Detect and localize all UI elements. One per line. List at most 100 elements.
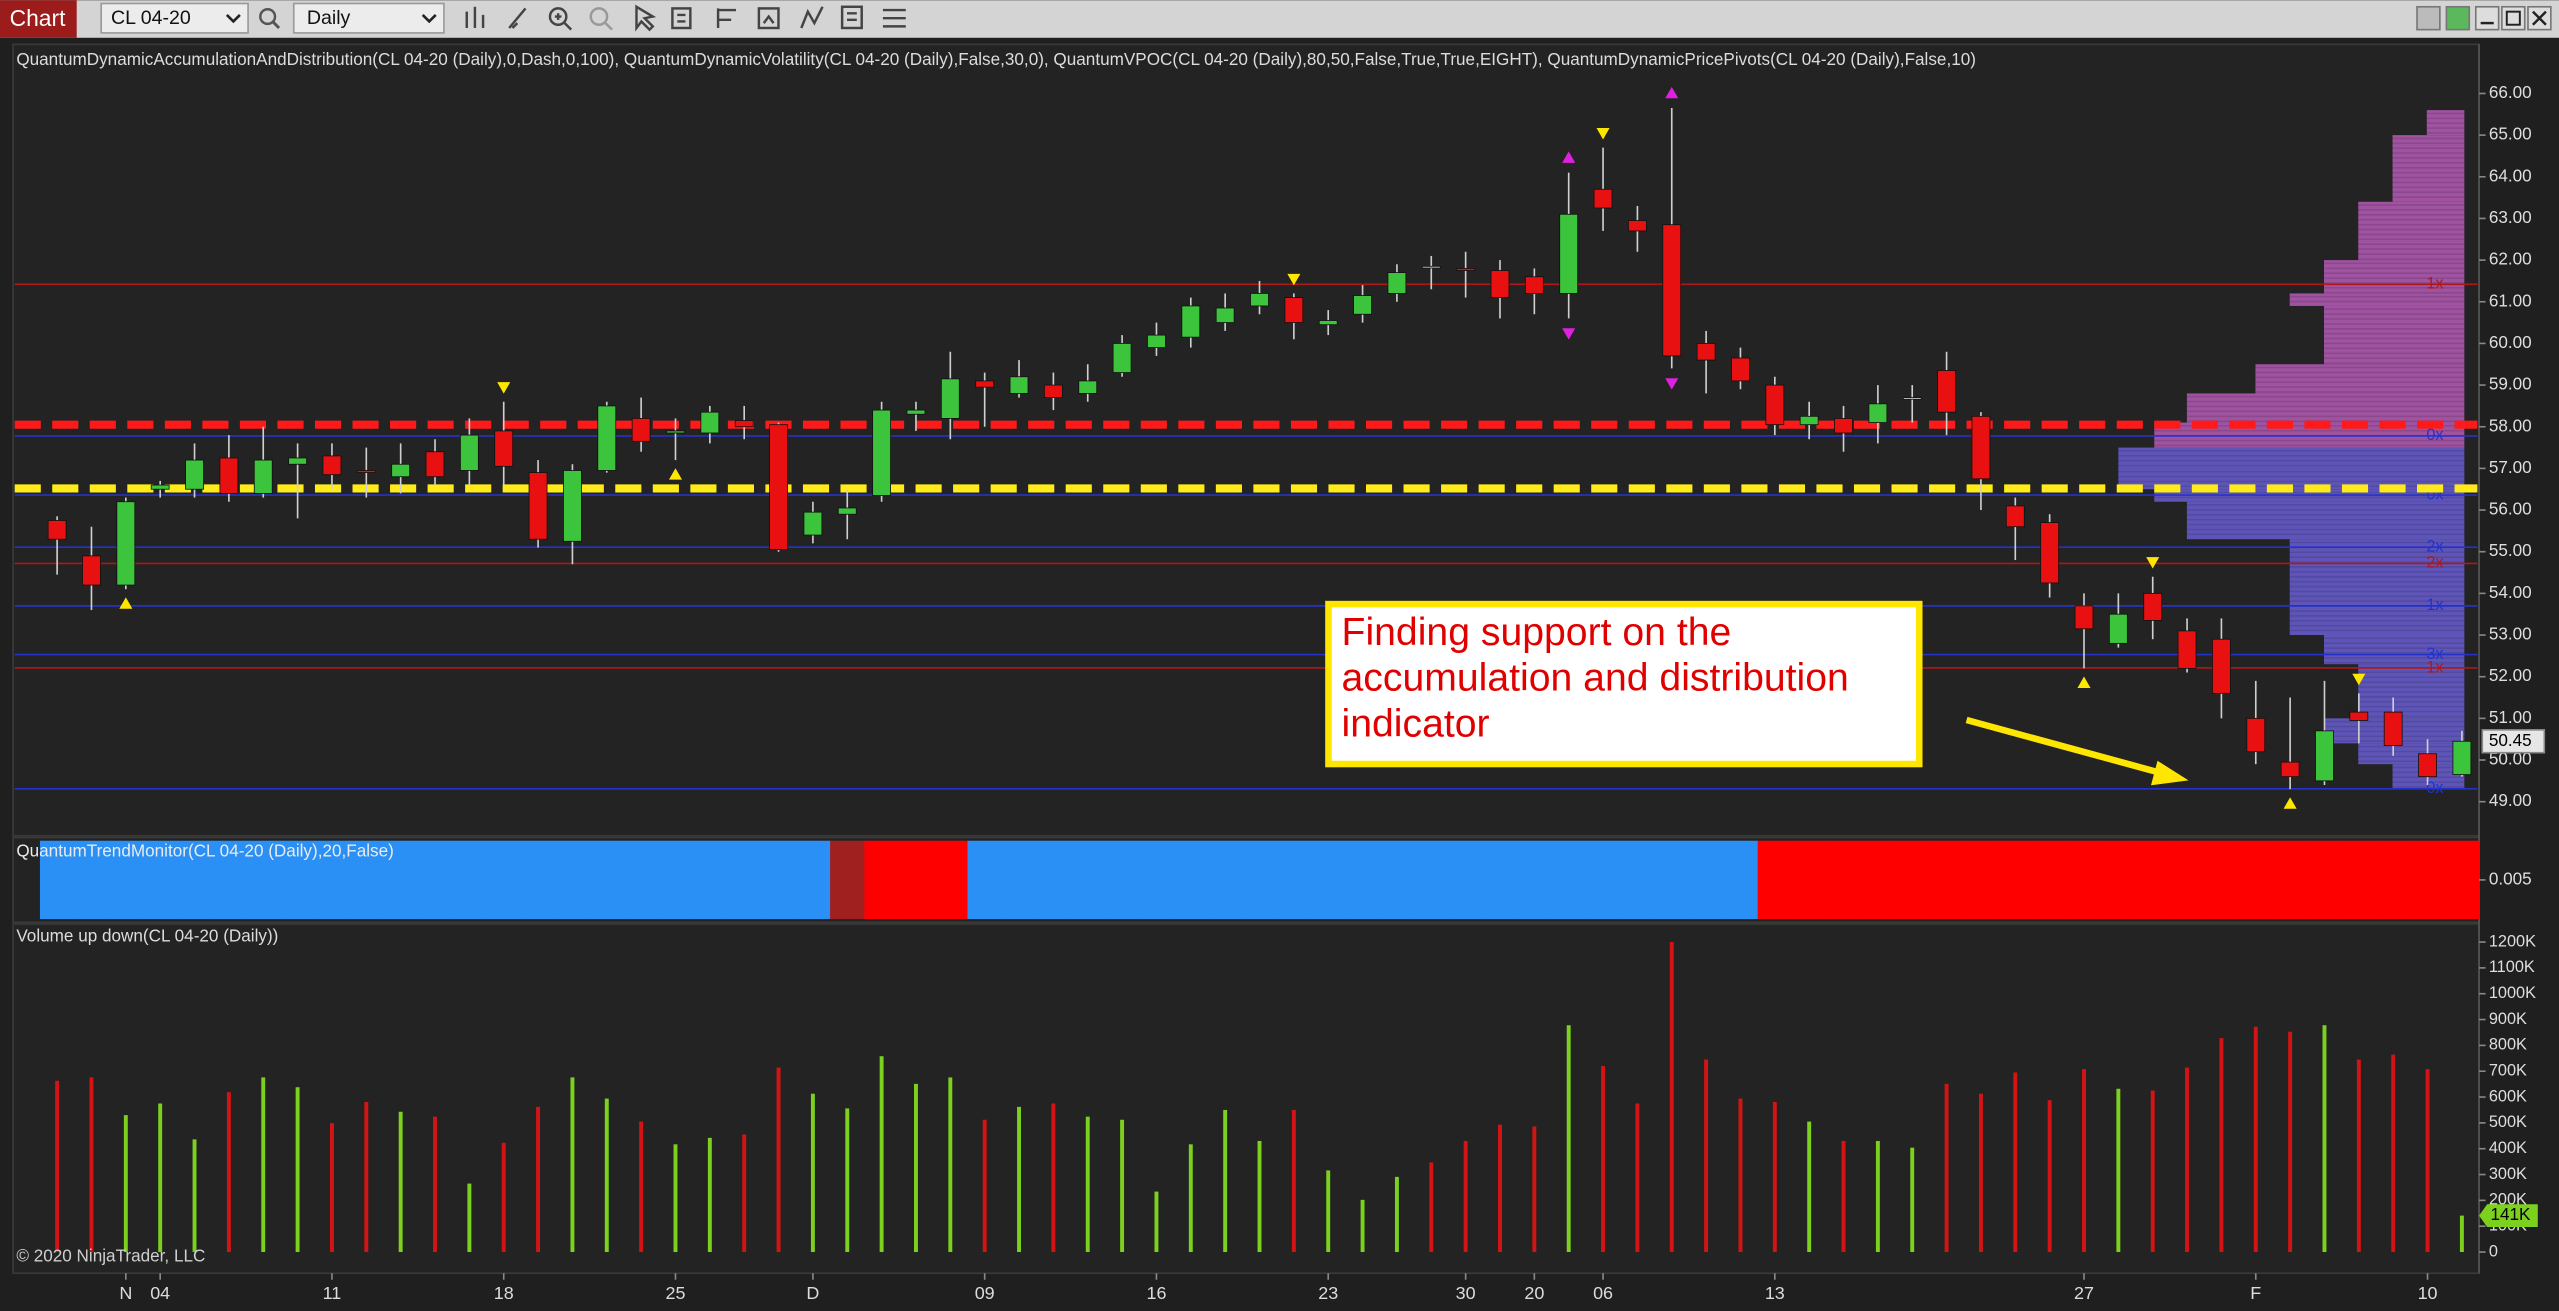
candle-body xyxy=(2349,711,2369,721)
x-tick-label: D xyxy=(806,1283,819,1303)
candle-body xyxy=(2108,613,2128,644)
y-tick-label: 0.005 xyxy=(2489,868,2532,888)
volume-bar xyxy=(1085,1116,1090,1253)
candle-body xyxy=(563,470,582,542)
trend-segment xyxy=(727,840,762,920)
trend-segment xyxy=(39,840,75,920)
trend-segment xyxy=(1207,840,1243,920)
volume-profile-bar xyxy=(2358,743,2465,765)
volume-bar xyxy=(329,1123,334,1253)
candle-body xyxy=(1009,376,1029,394)
trend-segment xyxy=(1551,840,1587,920)
candle-body xyxy=(1387,272,1407,294)
volume-profile-bar xyxy=(2358,201,2465,261)
trend-segment xyxy=(658,840,694,920)
trend-segment xyxy=(967,840,1003,920)
volume-bar xyxy=(1807,1121,1812,1253)
pivot-marker xyxy=(1665,86,1679,99)
trend-segment xyxy=(1860,840,1896,920)
candle-body xyxy=(150,484,170,490)
trend-segment xyxy=(1757,840,1793,920)
y-tick-label: 400K xyxy=(2489,1139,2527,1157)
candle-body xyxy=(1284,297,1304,324)
candle-body xyxy=(1524,276,1544,294)
trend-segment xyxy=(108,840,144,920)
annotation-arrow xyxy=(1965,716,2189,786)
trend-segment xyxy=(692,840,728,920)
trend-segment xyxy=(383,840,419,920)
volume-bar xyxy=(1498,1124,1502,1253)
volume-bar xyxy=(1875,1140,1880,1253)
volume-bar xyxy=(1601,1066,1606,1253)
volume-bar xyxy=(570,1077,575,1253)
candle-body xyxy=(356,470,376,473)
candle-body xyxy=(1078,380,1098,394)
volume-profile-bar xyxy=(2289,293,2465,306)
volume-bar xyxy=(398,1111,403,1253)
y-tick-label: 66.00 xyxy=(2489,82,2532,102)
window-buttons[interactable] xyxy=(2416,5,2552,31)
volume-bar xyxy=(948,1077,953,1253)
volume-bar xyxy=(536,1106,541,1253)
volume-bar xyxy=(467,1183,472,1253)
candle-body xyxy=(2177,630,2197,669)
candle-body xyxy=(2074,605,2094,630)
interval-dropdown[interactable] xyxy=(292,2,445,34)
dropdown-chevron xyxy=(421,14,437,24)
volume-bar xyxy=(2116,1088,2121,1253)
candle-body xyxy=(391,463,411,478)
volume-bar xyxy=(1360,1199,1365,1253)
volume-panel xyxy=(12,923,2480,1275)
x-tick-label: 09 xyxy=(975,1283,995,1303)
trend-segment xyxy=(933,840,968,920)
search-button[interactable] xyxy=(259,7,281,30)
volume-bar xyxy=(1704,1059,1709,1253)
trend-segment xyxy=(2238,840,2274,920)
level-label: 1x xyxy=(2426,658,2443,676)
volume-profile-bar xyxy=(2186,393,2465,423)
toolbar-icons[interactable] xyxy=(465,4,906,32)
volume-bar xyxy=(742,1134,747,1253)
trend-segment xyxy=(1723,840,1759,920)
x-tick-label: 18 xyxy=(494,1283,514,1303)
x-tick-label: 30 xyxy=(1456,1283,1476,1303)
volume-bar xyxy=(364,1101,369,1253)
trend-segment xyxy=(1998,840,2033,920)
chart-tab[interactable] xyxy=(0,0,77,38)
level-label: 0x xyxy=(2426,779,2443,797)
candle-body xyxy=(1937,370,1956,413)
volume-bar xyxy=(2013,1072,2018,1253)
annotation: Finding support on the accumulation and … xyxy=(1342,611,1849,746)
trend-segment xyxy=(211,840,247,920)
trend-segment xyxy=(1688,840,1724,920)
x-tick-label: 20 xyxy=(1524,1283,1544,1303)
volume-bar xyxy=(89,1077,94,1253)
volume-bar xyxy=(1635,1103,1640,1253)
volume-bar xyxy=(879,1056,884,1253)
candle-body xyxy=(459,434,479,471)
y-tick-label: 200K xyxy=(2489,1191,2527,1209)
candle-body xyxy=(1593,188,1613,209)
volume-profile-bar xyxy=(2323,260,2465,294)
volume-profile-bar xyxy=(2118,468,2465,490)
instrument-dropdown[interactable] xyxy=(100,2,249,34)
trend-segment xyxy=(1448,840,1484,920)
annotation-box xyxy=(1325,600,1923,768)
volume-bar xyxy=(1051,1103,1056,1253)
candle-body xyxy=(700,411,720,434)
x-tick-label: 16 xyxy=(1146,1283,1166,1303)
y-tick-label: 61.00 xyxy=(2489,290,2532,310)
dropdown-chevron xyxy=(225,14,241,24)
candle-body xyxy=(2040,522,2060,584)
interval-label: Daily xyxy=(307,7,351,29)
trend-segment xyxy=(1414,840,1449,920)
level-label: 0x xyxy=(2426,426,2443,444)
candle-body xyxy=(940,378,960,419)
indicator-title: QuantumDynamicAccumulationAndDistributio… xyxy=(16,49,1976,69)
trend-segment xyxy=(1963,840,1999,920)
y-tick-label: 59.00 xyxy=(2489,374,2532,394)
trend-segment xyxy=(2410,840,2446,920)
volume-bar xyxy=(1429,1162,1434,1253)
trend-segment xyxy=(623,840,659,920)
trend-segment xyxy=(1276,840,1312,920)
